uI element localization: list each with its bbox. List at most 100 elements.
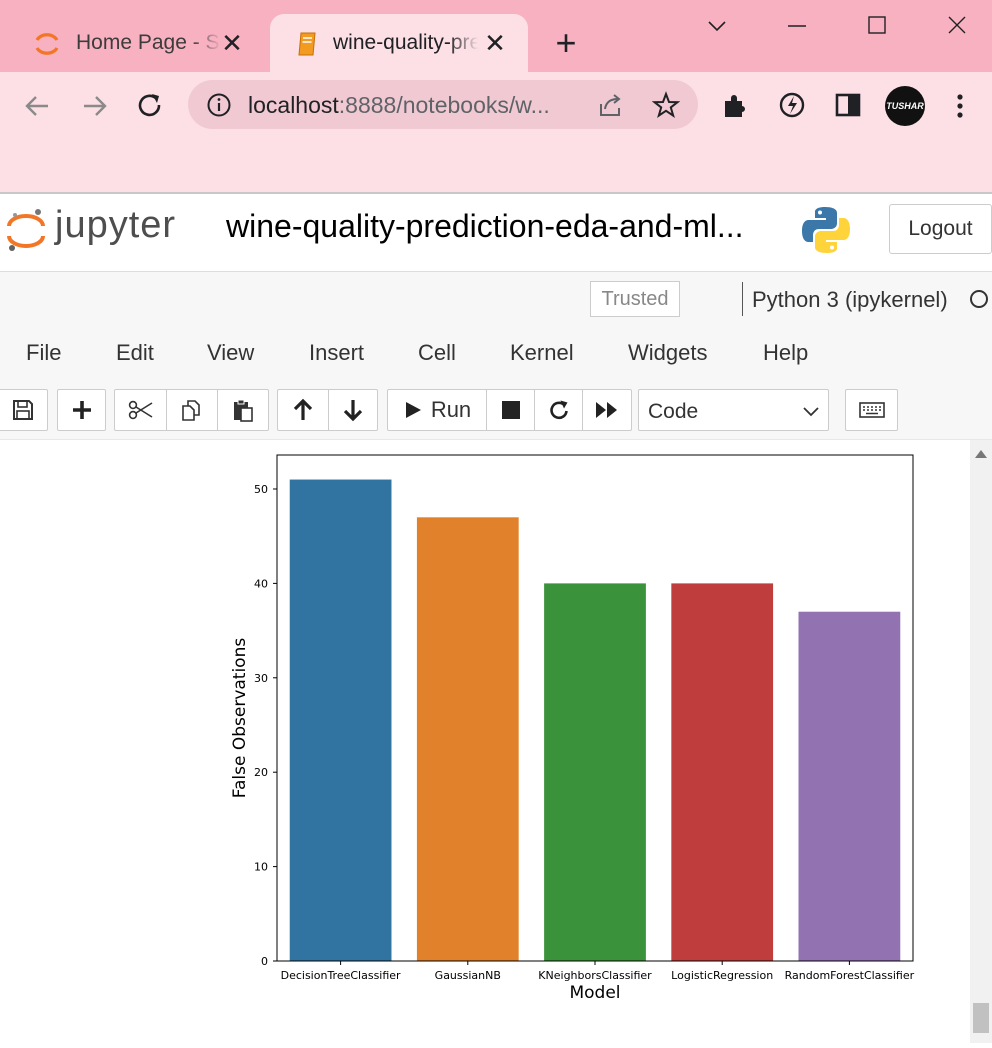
jupyter-logo-text[interactable]: jupyter xyxy=(55,204,177,246)
x-axis: DecisionTreeClassifier GaussianNB KNeighbo… xyxy=(281,961,915,982)
menu-insert[interactable]: Insert xyxy=(309,340,365,365)
move-down-button[interactable] xyxy=(328,390,377,430)
menu-kernel[interactable]: Kernel xyxy=(510,340,574,365)
tab-notebook[interactable]: wine-quality-prediction-eda-and-ml ✕ xyxy=(270,14,528,72)
bar-LogisticRegression xyxy=(671,583,774,961)
menu-widgets[interactable]: Widgets xyxy=(628,340,708,365)
side-panel-icon[interactable] xyxy=(833,90,863,120)
kernel-name[interactable]: Python 3 (ipykernel) xyxy=(752,287,948,312)
move-group xyxy=(277,389,378,431)
notebook-output-area: 0 10 20 30 40 50 DecisionTreeClassifier Gaussi… xyxy=(0,440,970,1043)
browser-menu-icon[interactable] xyxy=(950,90,970,122)
false-observations-bar-chart: 0 10 20 30 40 50 DecisionTreeClassifier Gaussi… xyxy=(230,454,915,1003)
new-tab-button[interactable]: + xyxy=(555,22,577,63)
move-up-button[interactable] xyxy=(278,390,328,430)
y-tick-label: 40 xyxy=(254,577,268,590)
y-tick-label: 10 xyxy=(254,861,268,874)
menu-cell[interactable]: Cell xyxy=(418,340,456,365)
trusted-indicator[interactable]: Trusted xyxy=(590,281,680,317)
menu-bar: File Edit View Insert Cell Kernel Widget… xyxy=(0,334,992,374)
kernel-idle-indicator xyxy=(970,290,988,308)
scissors-icon xyxy=(128,400,152,420)
address-bar[interactable]: localhost:8888/notebooks/w... xyxy=(188,80,698,129)
notebook-title[interactable]: wine-quality-prediction-eda-and-ml... xyxy=(226,208,744,244)
run-button[interactable]: Run xyxy=(388,390,486,430)
forward-arrow-icon[interactable] xyxy=(76,88,112,124)
reload-icon[interactable] xyxy=(132,88,168,124)
run-all-button[interactable] xyxy=(582,390,631,430)
restart-button[interactable] xyxy=(534,390,582,430)
notebook-menu-area: Trusted Python 3 (ipykernel) File Edit V… xyxy=(0,272,992,440)
python-logo-icon xyxy=(802,207,850,253)
x-tick-label: RandomForestClassifier xyxy=(785,969,915,982)
menu-help[interactable]: Help xyxy=(763,340,809,365)
copy-button[interactable] xyxy=(166,390,217,430)
x-axis-label: Model xyxy=(569,983,620,1003)
menu-view[interactable]: View xyxy=(207,340,255,365)
paste-icon xyxy=(234,399,253,422)
play-icon xyxy=(405,402,421,418)
command-palette-button[interactable] xyxy=(846,390,897,430)
bar-KNeighborsClassifier xyxy=(544,583,646,961)
bar-RandomForestClassifier xyxy=(798,611,901,961)
jupyter-favicon-icon xyxy=(35,33,59,55)
menu-edit[interactable]: Edit xyxy=(116,340,154,365)
run-label: Run xyxy=(430,397,472,422)
menu-file[interactable]: File xyxy=(26,340,62,365)
back-arrow-icon[interactable] xyxy=(20,88,56,124)
tab-home-page[interactable]: Home Page - Select or create a notebook … xyxy=(10,14,265,72)
bars xyxy=(289,479,901,961)
y-axis: 0 10 20 30 40 50 xyxy=(254,483,277,968)
maximize-icon[interactable] xyxy=(857,10,897,42)
interrupt-button[interactable] xyxy=(486,390,534,430)
restart-icon xyxy=(549,400,568,420)
stop-icon xyxy=(501,401,520,419)
insert-cell-button[interactable] xyxy=(58,390,105,430)
save-icon xyxy=(13,400,33,420)
y-axis-label: False Observations xyxy=(230,638,250,799)
paste-button[interactable] xyxy=(217,390,268,430)
site-info-icon[interactable] xyxy=(206,92,232,118)
save-button[interactable] xyxy=(0,390,47,430)
chevron-down-icon xyxy=(803,407,819,417)
performance-leaf-icon[interactable] xyxy=(777,90,807,120)
x-tick-label: DecisionTreeClassifier xyxy=(281,969,401,982)
notebook-toolbar: Run Code xyxy=(0,389,992,431)
bookmark-star-icon[interactable] xyxy=(652,91,680,119)
x-tick-label: LogisticRegression xyxy=(671,969,773,982)
y-tick-label: 30 xyxy=(254,672,268,685)
bar-GaussianNB xyxy=(416,517,519,961)
insert-group xyxy=(57,389,106,431)
arrow-up-icon xyxy=(293,398,313,420)
cut-button[interactable] xyxy=(115,390,166,430)
jupyter-logo-icon[interactable] xyxy=(6,206,46,254)
scrollbar-thumb[interactable] xyxy=(973,1003,989,1033)
notebook-favicon-icon xyxy=(298,32,316,56)
tab-title: wine-quality-prediction-eda-and-ml xyxy=(333,31,478,54)
bar-DecisionTreeClassifier xyxy=(289,479,392,961)
logout-button[interactable]: Logout xyxy=(889,204,992,254)
save-group xyxy=(0,389,48,431)
close-window-icon[interactable] xyxy=(937,10,977,42)
page-scrollbar[interactable] xyxy=(970,440,992,1043)
browser-tab-strip: Home Page - Select or create a notebook … xyxy=(0,0,992,72)
close-tab-icon[interactable]: ✕ xyxy=(221,28,243,58)
fast-forward-icon xyxy=(596,402,617,418)
y-tick-label: 50 xyxy=(254,483,268,496)
cell-type-value: Code xyxy=(648,400,699,423)
close-tab-icon[interactable]: ✕ xyxy=(484,28,506,58)
minimize-icon[interactable] xyxy=(777,10,817,42)
plot-frame xyxy=(276,454,914,962)
tab-search-chevron-icon[interactable] xyxy=(697,10,737,42)
arrow-down-icon xyxy=(343,400,363,422)
x-tick-label: GaussianNB xyxy=(435,969,501,982)
edit-group xyxy=(114,389,269,431)
y-tick-label: 0 xyxy=(261,955,268,968)
url-text[interactable]: localhost:8888/notebooks/w... xyxy=(248,92,550,118)
cell-type-select[interactable]: Code xyxy=(638,389,829,431)
scroll-up-arrow-icon[interactable] xyxy=(975,450,987,458)
y-tick-label: 20 xyxy=(254,766,268,779)
share-icon[interactable] xyxy=(596,92,624,118)
profile-avatar[interactable]: TUSHAR xyxy=(885,86,925,126)
extensions-puzzle-icon[interactable] xyxy=(721,90,751,120)
